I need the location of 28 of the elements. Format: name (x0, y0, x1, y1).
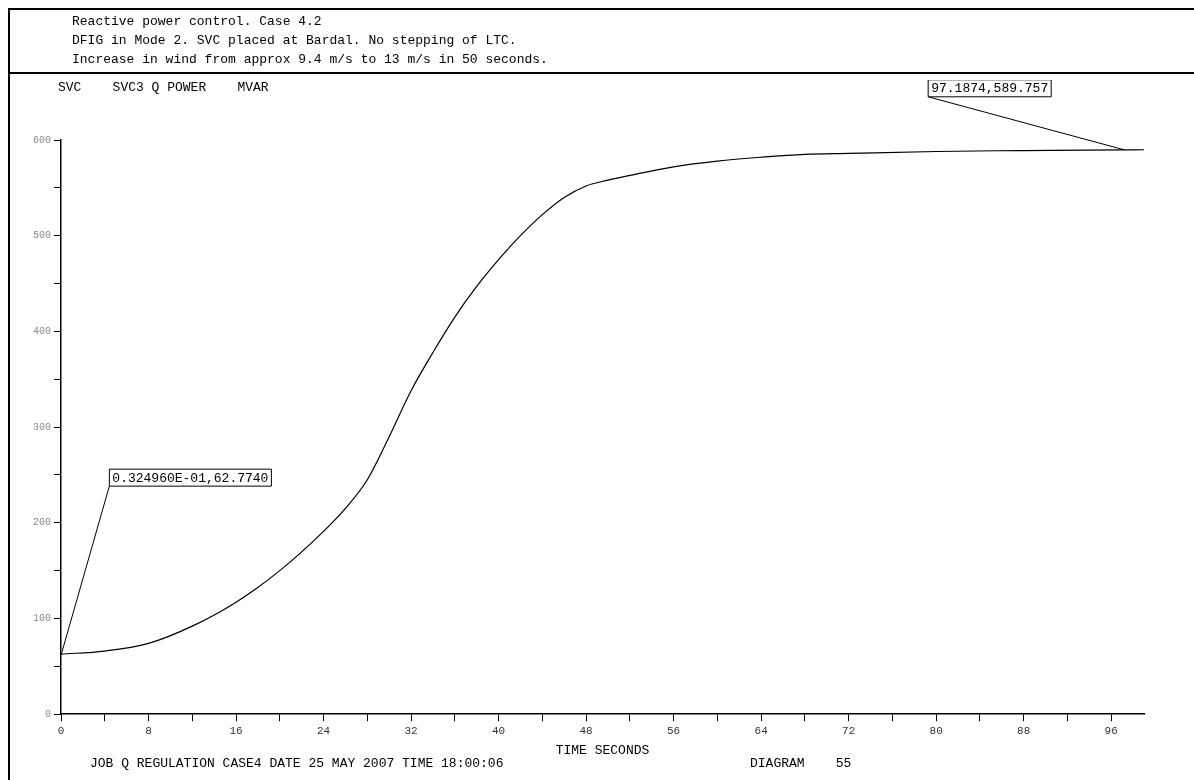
y-tick-label: 300 (32, 421, 51, 433)
chart-title: Reactive power control. Case 4.2 (72, 13, 323, 31)
text: JOB Q REGULATION CASE4 DATE 25 MAY 2007 TIME 18:00:06 (90, 756, 504, 771)
x-tick-label: 16 (229, 724, 243, 737)
x-axis-title: TIME SECONDS (555, 742, 650, 758)
y-tick-label: 500 (32, 230, 51, 242)
x-tick-label: 88 (1017, 724, 1031, 737)
y-tick-label: 600 (32, 134, 51, 146)
x-tick-label: 32 (404, 724, 418, 737)
x-tick-label: 48 (579, 724, 593, 737)
x-tick-label: 64 (754, 724, 769, 737)
y-tick-label: 0 (44, 708, 51, 720)
x-tick-label: 24 (316, 724, 331, 737)
text: DIAGRAM 55 (750, 756, 852, 771)
x-tick-label: 72 (842, 724, 856, 737)
y-axis-title: SVC SVC3 Q POWER MVAR (58, 80, 269, 95)
annotation: 0.324960E-01,62.7740 (112, 470, 269, 486)
y-tick-label: 400 (32, 326, 51, 338)
x-tick-label: 0 (57, 724, 65, 737)
chart-subtitle: DFIG in Mode 2. SVC placed at Bardal. No stepping of LTC. Increase in wind from approx 9.4 m/s to 13 m/s in 50 seconds. (72, 32, 549, 69)
x-tick-label: 8 (145, 724, 152, 737)
y-tick-label: 100 (32, 613, 51, 625)
x-tick-label: 80 (929, 724, 943, 737)
y-tick-label: 200 (32, 517, 51, 529)
annotation: 97.1874,589.757 (931, 81, 1049, 97)
x-tick-label: 56 (667, 724, 681, 737)
x-tick-label: 40 (491, 724, 506, 737)
x-tick-label: 96 (1104, 724, 1118, 737)
